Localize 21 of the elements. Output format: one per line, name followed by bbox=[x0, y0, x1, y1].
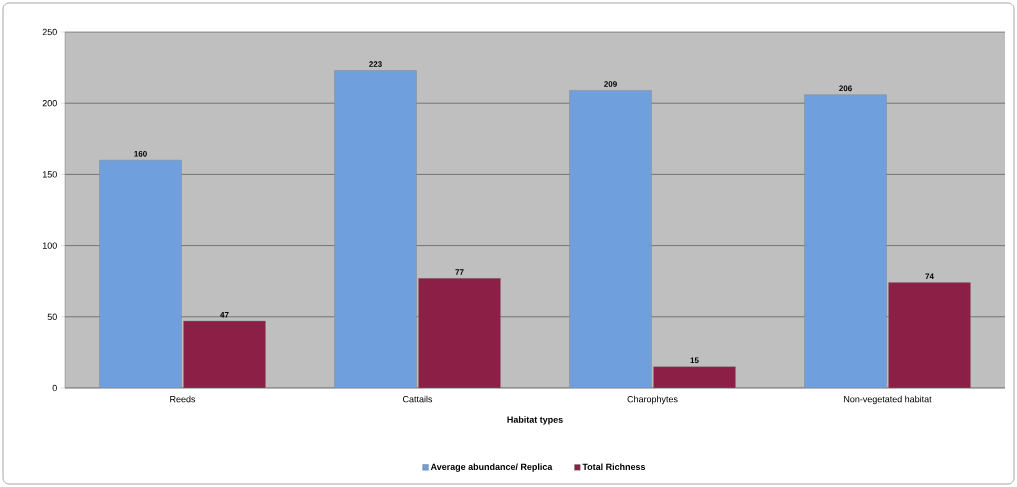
bar bbox=[183, 320, 266, 388]
y-tick-label: 200 bbox=[42, 100, 57, 107]
x-axis-title: Habitat types bbox=[507, 416, 563, 425]
y-tick-label: 0 bbox=[52, 384, 57, 392]
bar bbox=[888, 282, 971, 388]
bar bbox=[569, 90, 652, 388]
y-tick-label: 250 bbox=[42, 28, 57, 36]
y-tick-label: 100 bbox=[42, 242, 57, 249]
bar bbox=[804, 94, 887, 388]
x-tick-label: Reeds bbox=[170, 395, 196, 403]
y-tick-label: 50 bbox=[47, 313, 57, 320]
bar bbox=[99, 159, 182, 388]
legend-label: Total Richness bbox=[582, 463, 646, 470]
x-tick-label: Charophytes bbox=[627, 395, 678, 405]
x-tick-label: Non-vegetated habitat bbox=[844, 395, 932, 405]
bar bbox=[334, 70, 417, 388]
bar bbox=[653, 366, 736, 388]
y-tick-label: 150 bbox=[42, 171, 57, 178]
x-tick-label: Cattails bbox=[403, 395, 433, 403]
bar bbox=[418, 278, 501, 388]
legend-label: Average abundance/ Replica bbox=[430, 463, 553, 472]
